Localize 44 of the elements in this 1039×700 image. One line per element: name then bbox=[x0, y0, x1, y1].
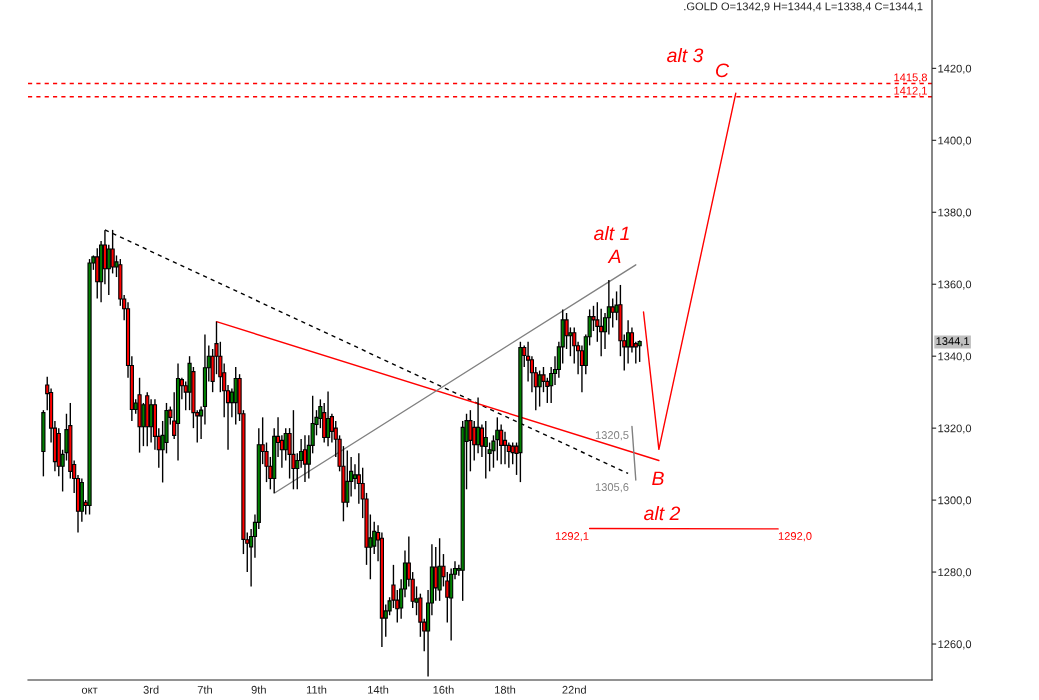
y-tick-label: 1420,0 bbox=[938, 64, 972, 74]
candlestick bbox=[537, 369, 542, 408]
x-tick-label: 18th bbox=[495, 685, 516, 694]
text: 1344,1 bbox=[936, 337, 970, 347]
annotation: 1292,1 bbox=[555, 532, 589, 542]
x-tick-label: окт bbox=[81, 687, 98, 694]
candlestick bbox=[302, 434, 308, 483]
y-tick-label: 1260,0 bbox=[938, 640, 972, 650]
candlestick bbox=[637, 339, 642, 363]
y-tick-label: 1400,0 bbox=[938, 136, 972, 146]
y-tick-label: 1340,0 bbox=[938, 352, 972, 362]
annotation: 1320,5 bbox=[595, 431, 629, 441]
candlestick bbox=[149, 398, 154, 444]
annotation: alt 3 bbox=[667, 47, 704, 63]
annotation: C bbox=[716, 63, 730, 78]
candlestick bbox=[345, 449, 350, 508]
y-tick-label: 1380,0 bbox=[938, 208, 972, 218]
candlestick bbox=[291, 409, 296, 491]
x-tick-label: 22nd bbox=[562, 685, 586, 694]
x-tick-label: 9th bbox=[251, 685, 266, 694]
candlestick bbox=[502, 431, 508, 465]
y-tick-label: 1360,0 bbox=[938, 280, 972, 290]
ref-line-label: 1415,8 bbox=[894, 73, 927, 83]
x-tick-label: 3rd bbox=[143, 685, 159, 694]
x-tick-label: 16th bbox=[433, 685, 454, 694]
candlestick bbox=[352, 463, 358, 491]
ref-line-label: 1412,1 bbox=[894, 86, 927, 96]
annotation: B bbox=[652, 471, 664, 486]
x-tick-label: 14th bbox=[368, 685, 389, 694]
candlestick bbox=[483, 420, 488, 480]
annotation: alt 2 bbox=[644, 505, 681, 521]
annotation: alt 1 bbox=[594, 225, 629, 241]
chart-title: .GOLD O=1342,9 H=1344,4 L=1338,4 C=1344,1 bbox=[684, 2, 923, 12]
candlestick bbox=[475, 396, 481, 455]
annotation: 1292,0 bbox=[778, 532, 812, 542]
candlestick bbox=[468, 409, 473, 473]
candlestick bbox=[437, 537, 442, 602]
annotation: A bbox=[607, 249, 621, 264]
x-tick-label: 7th bbox=[197, 685, 212, 694]
y-tick-label: 1300,0 bbox=[938, 496, 972, 506]
annotation: 1305,6 bbox=[595, 483, 629, 493]
y-tick-label: 1320,0 bbox=[938, 424, 972, 434]
y-tick-label: 1280,0 bbox=[938, 568, 972, 578]
x-tick-label: 11th bbox=[306, 685, 327, 694]
